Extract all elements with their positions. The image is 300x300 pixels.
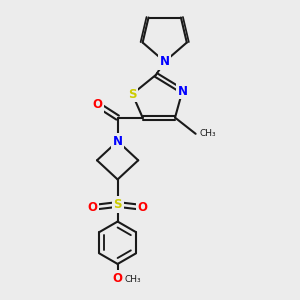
- Text: O: O: [112, 272, 123, 285]
- Text: S: S: [113, 198, 122, 211]
- Text: S: S: [128, 88, 136, 100]
- Text: N: N: [177, 85, 188, 98]
- Text: O: O: [138, 201, 148, 214]
- Text: N: N: [160, 55, 170, 68]
- Text: N: N: [112, 135, 123, 148]
- Text: CH₃: CH₃: [124, 275, 141, 284]
- Text: O: O: [92, 98, 102, 111]
- Text: O: O: [88, 201, 98, 214]
- Text: CH₃: CH₃: [199, 129, 216, 138]
